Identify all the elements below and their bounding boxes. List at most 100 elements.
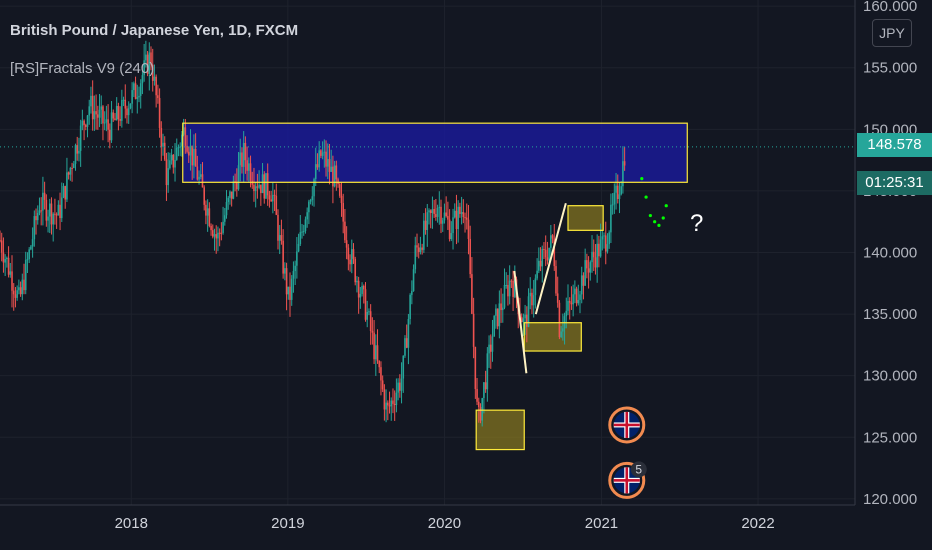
candle-body: [55, 214, 58, 216]
candle-body: [314, 164, 317, 180]
candle-body: [242, 142, 245, 167]
candle-body: [532, 295, 535, 306]
candle-body: [165, 159, 168, 186]
question-mark-annotation: ?: [690, 210, 704, 237]
candle-body: [623, 161, 626, 166]
candle-body: [126, 108, 128, 116]
support-box: [567, 205, 604, 231]
candle-body: [268, 195, 271, 200]
event-count-text: 5: [635, 462, 642, 476]
candle-body: [24, 259, 27, 291]
candle-body: [158, 98, 161, 128]
candle-body: [591, 251, 593, 263]
candle-body: [294, 265, 296, 272]
candle-body: [388, 405, 391, 407]
candle-body: [375, 345, 377, 360]
candle-body: [254, 186, 257, 192]
uk-flag-red-v: [625, 467, 629, 494]
chart-title: British Pound / Japanese Yen, 1D, FXCM: [10, 22, 299, 39]
candle-body: [114, 118, 116, 121]
candle-body: [2, 252, 5, 263]
indicator-label[interactable]: [RS]Fractals V9 (240): [10, 60, 155, 77]
candle-body: [520, 316, 523, 323]
candle-body: [169, 160, 171, 169]
candle-body: [98, 109, 101, 118]
candle-body: [484, 382, 487, 390]
time-axis[interactable]: 2018 2019 2020 2021 2022: [115, 515, 775, 532]
candle-body: [57, 204, 60, 216]
projection-point: [661, 216, 665, 220]
candle-body: [230, 191, 233, 199]
candle-body: [402, 355, 405, 379]
candle-body: [26, 259, 29, 261]
candle-body: [38, 210, 41, 213]
candle-body: [170, 154, 173, 161]
candle-body: [400, 378, 403, 391]
zone-outline: [182, 122, 688, 183]
candle-body: [289, 286, 291, 300]
candle-body: [299, 232, 302, 245]
candle-body: [357, 280, 360, 298]
candle-body: [7, 257, 10, 275]
candle-body: [371, 330, 374, 333]
candle-body: [78, 150, 80, 154]
candle-body: [452, 217, 454, 234]
candle-body: [393, 403, 396, 406]
candle-body: [541, 249, 544, 267]
candle-body: [577, 299, 580, 304]
candle-body: [287, 286, 290, 295]
candle-body: [498, 303, 501, 327]
candle-body: [493, 315, 496, 337]
candle-body: [383, 389, 386, 410]
candle-body: [18, 287, 20, 291]
support-box: [476, 410, 525, 450]
candle-body: [321, 152, 324, 156]
candle-body: [431, 208, 434, 214]
candle-body: [227, 197, 230, 202]
candle-body: [326, 159, 329, 167]
candle-body: [414, 245, 417, 270]
candle-body: [488, 344, 490, 354]
candle-body: [175, 147, 178, 160]
zones-layer: [182, 123, 688, 450]
time-tick-label: 2018: [115, 515, 148, 532]
candle-body: [309, 200, 312, 202]
currency-badge[interactable]: JPY: [872, 19, 912, 47]
candle-body: [198, 176, 200, 180]
candle-body: [608, 232, 610, 245]
candle-body: [464, 217, 466, 219]
candle-body: [385, 402, 387, 410]
candle-body: [330, 166, 332, 172]
time-tick-label: 2020: [428, 515, 461, 532]
candle-body: [369, 311, 372, 331]
candle-body: [297, 244, 300, 252]
candle-body: [495, 308, 497, 316]
candle-body: [157, 95, 159, 99]
candle-body: [88, 106, 91, 116]
candle-body: [90, 95, 92, 107]
price-axis[interactable]: 120.000125.000130.000135.000140.000145.0…: [863, 0, 917, 508]
candle-body: [236, 181, 238, 190]
candle-body: [538, 260, 540, 271]
candle-body: [556, 293, 559, 303]
candle-body: [222, 221, 224, 233]
candle-body: [74, 145, 77, 164]
candle-body: [64, 186, 67, 200]
candle-body: [503, 284, 506, 308]
candle-body: [95, 111, 97, 115]
candle-body: [211, 230, 214, 237]
candle-body: [536, 270, 538, 279]
candle-body: [489, 344, 492, 352]
chart-grid: [0, 0, 855, 505]
candle-body: [558, 302, 561, 338]
candle-body: [284, 268, 286, 274]
candle-body: [531, 292, 533, 306]
candle-body: [186, 145, 188, 152]
candle-body: [270, 199, 272, 202]
candle-body: [486, 353, 489, 390]
candle-body: [450, 233, 453, 240]
candle-body: [103, 122, 106, 124]
bar-countdown-label: 01:25:31: [857, 171, 932, 195]
candle-body: [205, 204, 207, 216]
